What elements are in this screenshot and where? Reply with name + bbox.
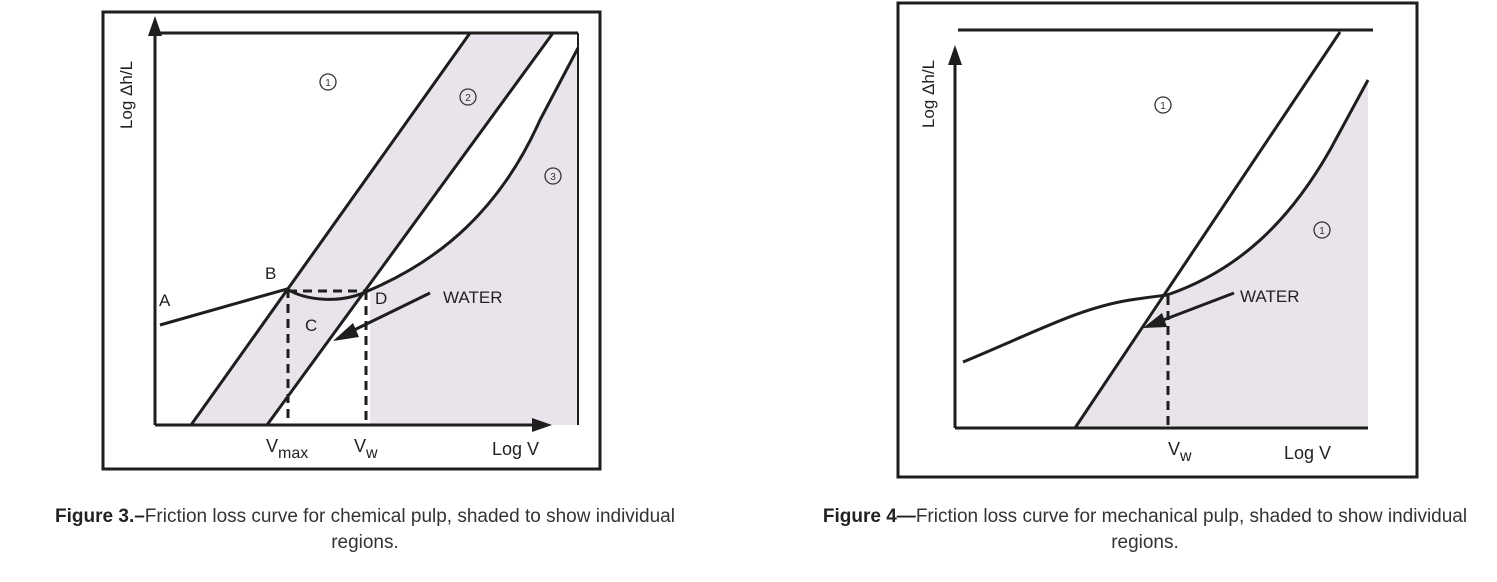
figure-4-water-arrowhead: [1143, 313, 1167, 328]
figure-3-x-axis-label: Log V: [492, 439, 539, 459]
svg-text:1: 1: [1160, 101, 1166, 112]
figure-3-tick-vmax: Vmax: [266, 436, 308, 462]
figure-3-caption-text: Friction loss curve for chemical pulp, s…: [144, 506, 675, 553]
svg-text:1: 1: [325, 78, 331, 89]
figure-3-tick-vw: Vw: [354, 436, 378, 462]
figure-3-y-axis-arrow: [148, 16, 162, 36]
figure-4: Log Δh/L Log V Vw WATER 1 1: [896, 1, 1419, 479]
figure-3-point-b: B: [265, 264, 276, 283]
figure-4-caption-text: Friction loss curve for mechanical pulp,…: [915, 506, 1468, 553]
figure-3-caption-lead: Figure 3.–: [55, 506, 145, 527]
figure-3-region-2-shade: [191, 33, 553, 425]
figure-4-region-1-right-marker: 1: [1313, 221, 1331, 239]
figure-4-tick-vw: Vw: [1168, 439, 1192, 465]
figure-4-region-shade: [1075, 80, 1368, 428]
figure-4-diagonal-water: [1073, 31, 1342, 429]
figure-3-region-1-marker: 1: [319, 73, 337, 91]
figure-3-region-3-marker: 3: [544, 167, 562, 185]
figure-4-y-axis-arrow: [948, 45, 962, 65]
figure-4-region-1-top-marker: 1: [1154, 96, 1172, 114]
figure-3-frame: [101, 10, 602, 471]
figure-3-water-label: WATER: [443, 288, 503, 307]
figure-4-x-axis-label: Log V: [1284, 443, 1331, 463]
figure-3-water-arrow: [347, 291, 431, 335]
figure-4-y-axis-label: Log Δh/L: [919, 60, 938, 128]
figure-3-caption: Figure 3.–Friction loss curve for chemic…: [20, 504, 710, 556]
figure-3-point-a: A: [159, 291, 171, 310]
figure-3-point-c: C: [305, 316, 317, 335]
figure-4-caption: Figure 4—Friction loss curve for mechani…: [800, 504, 1490, 556]
figure-4-water-arrow: [1157, 291, 1235, 324]
figure-3-region-2-marker: 2: [459, 88, 477, 106]
figure-4-water-label: WATER: [1240, 287, 1300, 306]
figure-3-point-d: D: [375, 289, 387, 308]
figure-3-diagonal-water: [265, 32, 555, 426]
figure-3-region-3-shade: [370, 48, 578, 425]
figure-4-friction-curve: [962, 79, 1370, 364]
svg-text:2: 2: [465, 93, 471, 104]
figure-3-x-axis-arrow: [532, 418, 552, 432]
figure-3: Log Δh/L Log V Vmax Vw A B C D WATER 1 2…: [101, 10, 602, 471]
svg-text:3: 3: [550, 172, 556, 183]
figure-3-water-arrowhead: [333, 323, 359, 341]
figure-4-caption-lead: Figure 4—: [822, 506, 916, 527]
figure-3-y-axis-label: Log Δh/L: [117, 61, 136, 129]
figure-4-frame: [896, 1, 1419, 479]
figure-3-friction-curve: [159, 47, 580, 327]
svg-text:1: 1: [1319, 226, 1325, 237]
figure-3-diagonal-left: [189, 32, 472, 426]
